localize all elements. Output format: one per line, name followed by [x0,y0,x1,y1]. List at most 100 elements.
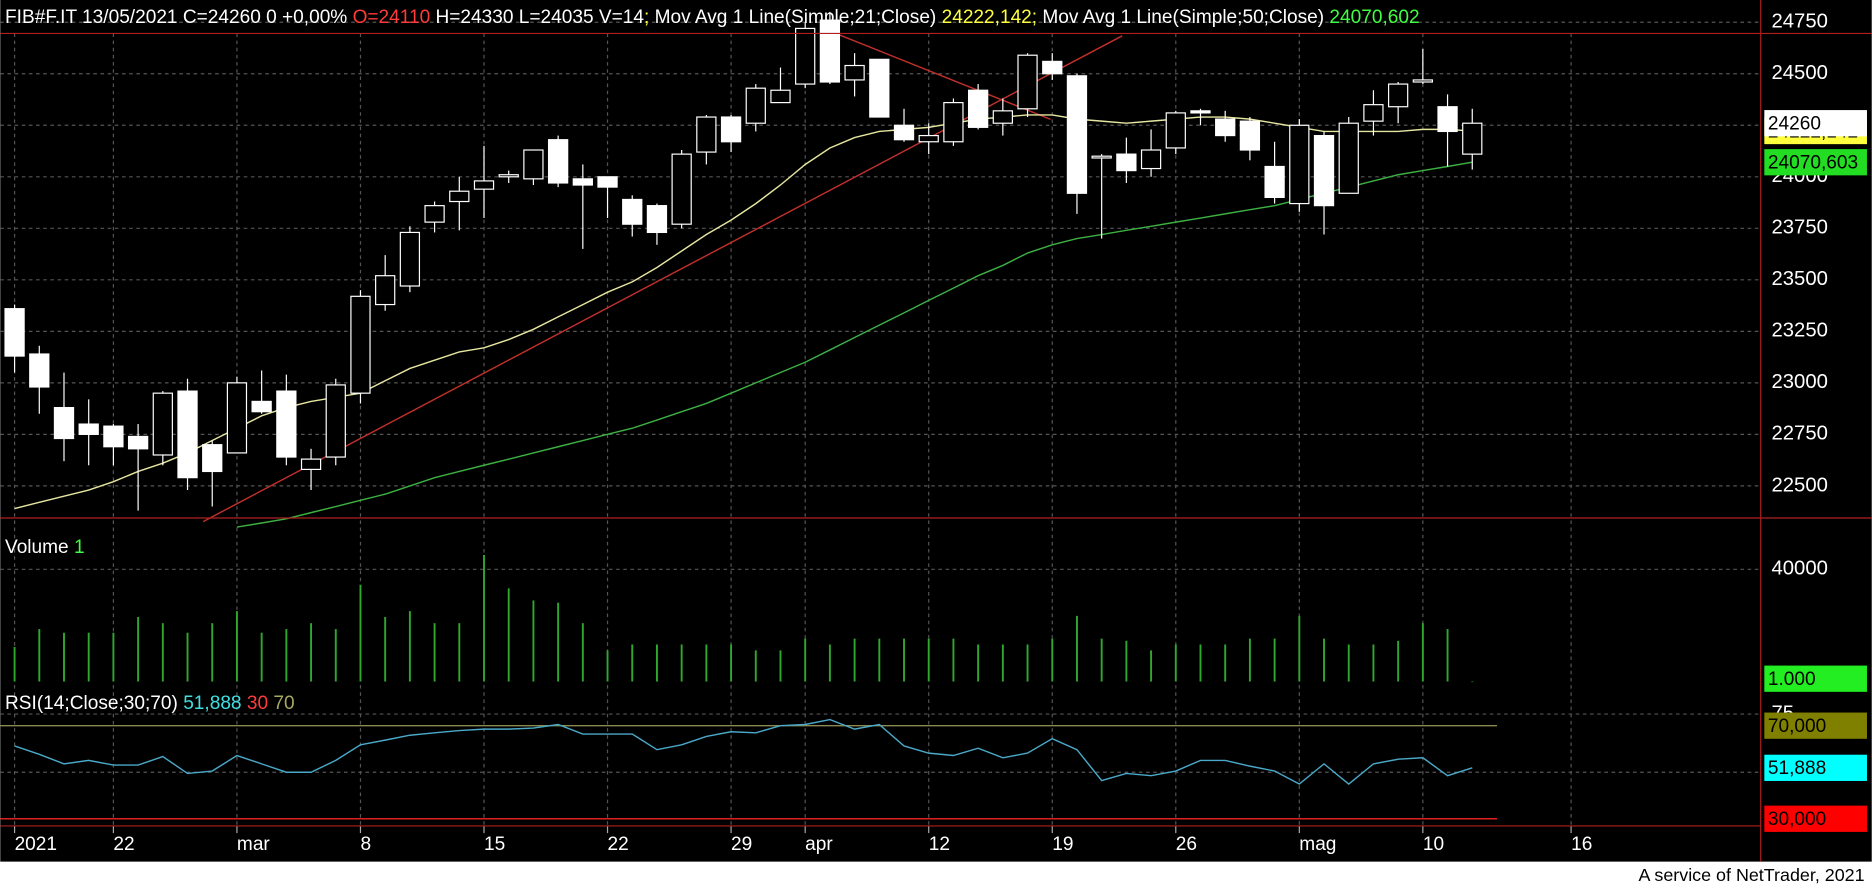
frame [0,0,1872,862]
price-tag-label: 30,000 [1768,809,1826,830]
candle-body [103,425,124,448]
volume-bar [1298,615,1301,682]
chart-background [0,0,1872,862]
y-tick-label: 23500 [1771,268,1827,290]
header-segment: Mov Avg 1 Line(Simple;50;Close) [1042,7,1329,28]
candle-body [53,406,75,440]
candle-body [1239,120,1261,151]
volume-bar [631,644,634,682]
candle-body [1091,155,1112,159]
candle-body [1215,118,1236,137]
price-tag-label: 1.000 [1768,669,1816,690]
rsi-title-part: 30 [247,693,268,714]
volume-bar [235,611,238,682]
x-tick-label: 22 [113,834,134,855]
volume-bar [977,644,980,682]
volume-bar [1026,644,1029,682]
price-tag [1764,754,1867,781]
header-segment: H=24330 L=24035 V=14 [430,7,644,28]
volume-bar [903,638,905,682]
price-tag [1764,149,1867,176]
y-tick-label: 24500 [1771,62,1827,84]
line [236,161,1473,528]
candle-body [4,308,25,357]
volume-bar [13,647,16,682]
candle-body [325,384,346,458]
labels: FIB#F.IT 13/05/2021 C=24260 0 +0,00% O=2… [5,7,1867,885]
candle-body [745,87,766,124]
rsi-title-part: 70 [273,693,294,714]
candle-body [226,382,248,454]
volume-bar [1076,615,1078,682]
candle-body [276,390,297,458]
header-segment: ; [1032,7,1043,28]
volume-bar [680,644,683,682]
volume-bar [408,611,411,682]
header-segment: FIB#F.IT 13/05/2021 C=24260 0 +0,00% [5,7,353,28]
candle-body [646,205,668,234]
candle-body [449,190,470,203]
candle-body [918,134,939,143]
volume-bar [161,623,164,682]
candle-body [424,205,445,223]
candle-body [127,435,149,450]
volume-bar [359,584,362,682]
volume-bar [1224,644,1227,682]
volume-bar [1421,623,1424,682]
volume-bar [1347,644,1350,682]
volume-bar [878,638,881,682]
price-tag [1764,805,1867,832]
line [14,114,1473,510]
candle-body [547,139,569,184]
candle-body [819,19,841,83]
candle-body [1017,54,1038,110]
x-tick-label: apr [805,834,833,855]
price-tag [1764,110,1867,137]
candle-body [967,89,989,128]
candle-body [523,149,544,180]
price-tag-label: 24260 [1768,113,1821,134]
footer-background [0,861,1872,888]
x-tick-label: 19 [1052,834,1073,855]
y-tick-label: 23750 [1771,217,1827,239]
candle-body [177,390,198,479]
price-tag-label: 51,888 [1768,758,1826,779]
volume-bar [655,644,658,682]
header-segment: 24070,602 [1329,7,1419,28]
candle-body [597,176,618,188]
volume-bar [1199,644,1202,682]
candle-body [399,231,421,287]
x-tick-label: mag [1299,834,1336,855]
candle-body [572,178,593,186]
volume-bar [112,632,115,682]
x-tick-label: 22 [608,834,629,855]
volume-bar [384,617,387,682]
volume-bar [853,638,856,682]
rsi-title-part: RSI(14;Close;30;70) [5,693,178,714]
rsi-title-part: 51,888 [183,693,241,714]
header: FIB#F.IT 13/05/2021 C=24260 0 +0,00% O=2… [5,7,1420,28]
volume-bar [334,629,337,682]
candle-body [498,174,519,178]
volume-bar [804,638,807,682]
candle-body [622,198,643,225]
volume-bar [754,650,757,682]
x-tick-label: 26 [1176,834,1197,855]
candle-body [844,64,865,81]
candle-body [29,353,50,388]
price-tag-label: 24070,603 [1768,152,1858,173]
header-segment: O=24110 [353,7,431,28]
candle-body [770,89,791,104]
header-segment: ; [644,7,655,28]
volume-bar [828,644,831,682]
candle-body [1338,122,1359,194]
candle-body [202,444,223,473]
volume-bar [952,638,955,682]
candle-body [1190,110,1211,114]
candle-body [1289,124,1310,205]
candle-body [1116,153,1137,172]
volume-bar [1125,640,1128,682]
candle-body [1264,165,1285,198]
x-tick-label: mar [237,834,271,855]
